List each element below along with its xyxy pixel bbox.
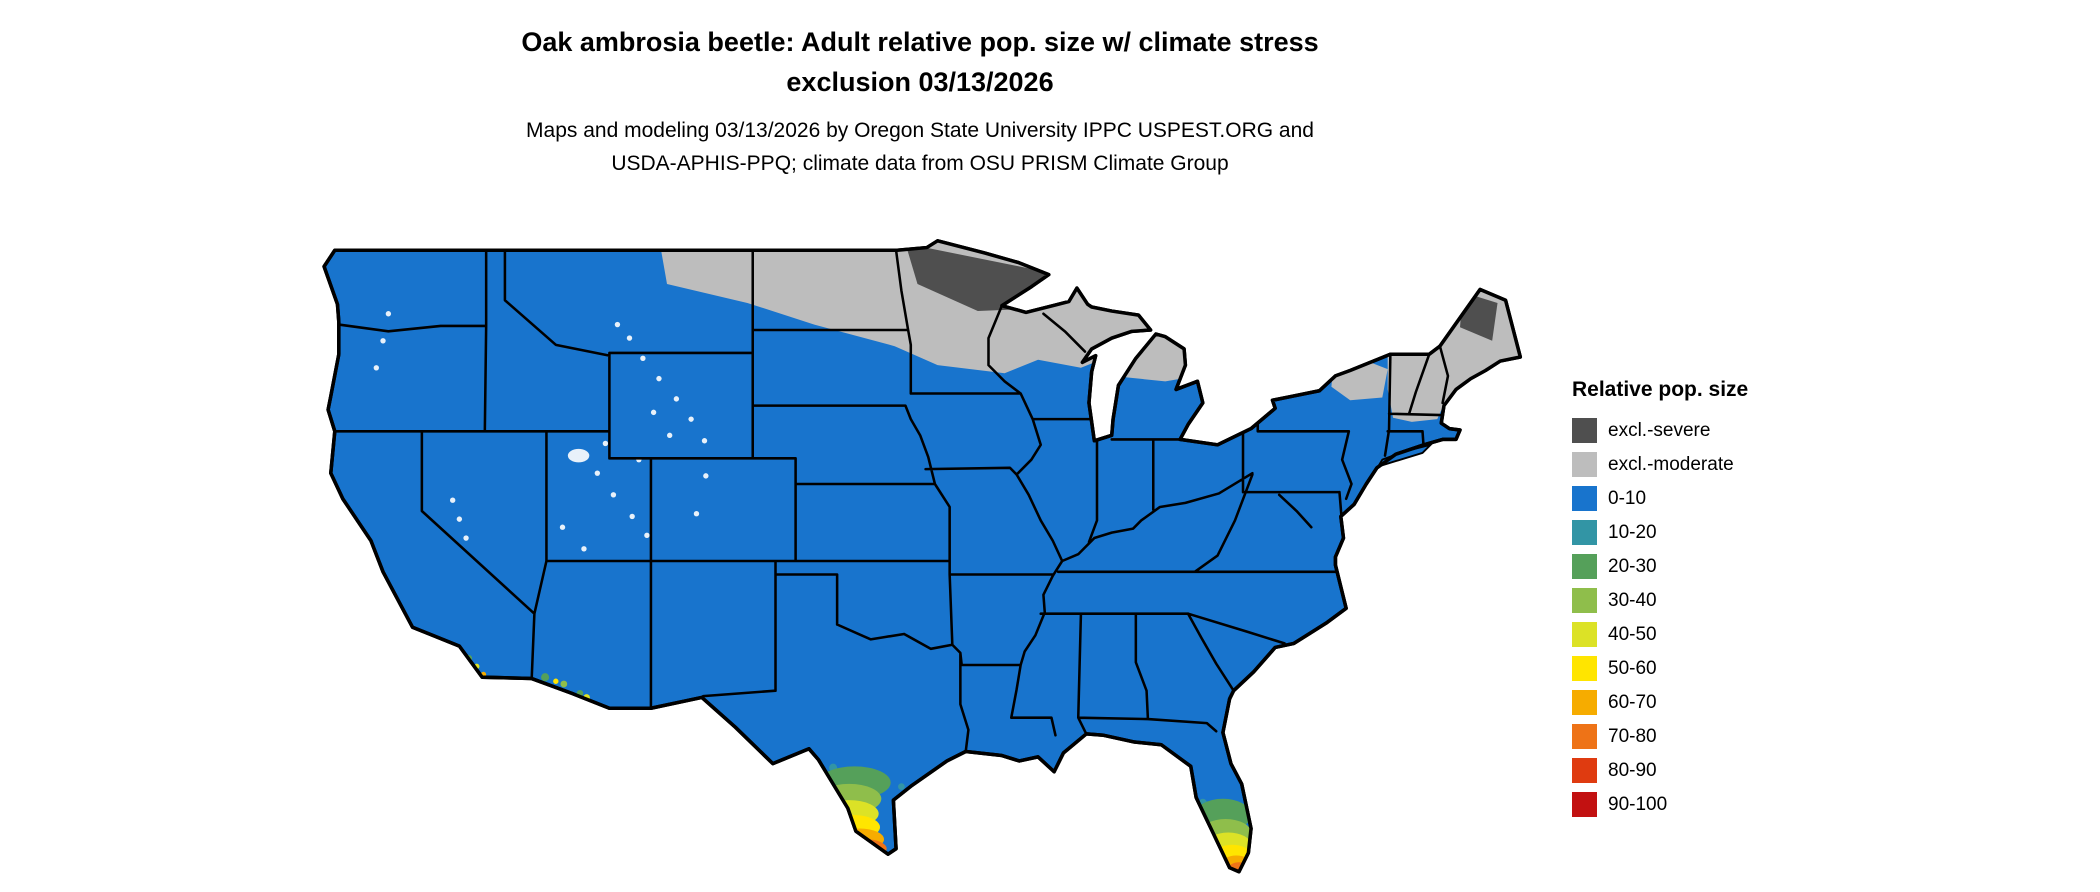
map-title-line1: Oak ambrosia beetle: Adult relative pop.… [521, 27, 1319, 57]
legend-label: excl.-severe [1608, 420, 1711, 441]
legend-item: 90-100 [1572, 792, 1748, 817]
us-map [308, 230, 1527, 892]
conus-outline-stroke [322, 239, 1523, 874]
pop-70-80-spots [846, 839, 1250, 872]
legend-item: 10-20 [1572, 520, 1748, 545]
legend-label: 20-30 [1608, 556, 1657, 577]
legend-swatch-90-100 [1572, 792, 1597, 817]
legend-item: 70-80 [1572, 724, 1748, 749]
map-header: Oak ambrosia beetle: Adult relative pop.… [0, 22, 1840, 180]
legend-label: 40-50 [1608, 624, 1657, 645]
legend-swatch-excl-severe [1572, 418, 1597, 443]
legend-swatch-80-90 [1572, 758, 1597, 783]
legend-item: 80-90 [1572, 758, 1748, 783]
legend-item: 30-40 [1572, 588, 1748, 613]
legend-swatch-0-10 [1572, 486, 1597, 511]
legend-label: excl.-moderate [1608, 454, 1734, 475]
legend-swatch-60-70 [1572, 690, 1597, 715]
legend-label: 10-20 [1608, 522, 1657, 543]
legend-swatch-10-20 [1572, 520, 1597, 545]
legend-swatch-30-40 [1572, 588, 1597, 613]
legend-label: 50-60 [1608, 658, 1657, 679]
legend-item: excl.-severe [1572, 418, 1748, 443]
pop-90-100-spots [875, 856, 895, 868]
pop-80-90-spots [861, 849, 1248, 872]
legend-item: 20-30 [1572, 554, 1748, 579]
legend-title: Relative pop. size [1572, 378, 1749, 401]
legend-swatch-excl-moderate [1572, 452, 1597, 477]
legend-item: 60-70 [1572, 690, 1748, 715]
map-subtitle-line1: Maps and modeling 03/13/2026 by Oregon S… [526, 119, 1314, 142]
legend-label: 60-70 [1608, 692, 1657, 713]
legend-label: 0-10 [1608, 488, 1647, 509]
map-subtitle-line2: USDA-APHIS-PPQ; climate data from OSU PR… [611, 152, 1229, 175]
map-title-line2: exclusion 03/13/2026 [786, 67, 1054, 97]
state-borders [333, 248, 1450, 753]
legend-item: 40-50 [1572, 622, 1748, 647]
legend-item: 0-10 [1572, 486, 1748, 511]
legend-label: 70-80 [1608, 726, 1657, 747]
legend-label: 90-100 [1608, 794, 1668, 815]
legend-swatch-50-60 [1572, 656, 1597, 681]
legend-label: 30-40 [1608, 590, 1657, 611]
us-map-svg [322, 239, 1523, 874]
legend-item: excl.-moderate [1572, 452, 1748, 477]
legend: Relative pop. size excl.-severe excl.-mo… [1572, 378, 1748, 826]
legend-swatch-40-50 [1572, 622, 1597, 647]
legend-label: 80-90 [1608, 760, 1657, 781]
legend-swatch-70-80 [1572, 724, 1597, 749]
legend-item: 50-60 [1572, 656, 1748, 681]
legend-swatch-20-30 [1572, 554, 1597, 579]
